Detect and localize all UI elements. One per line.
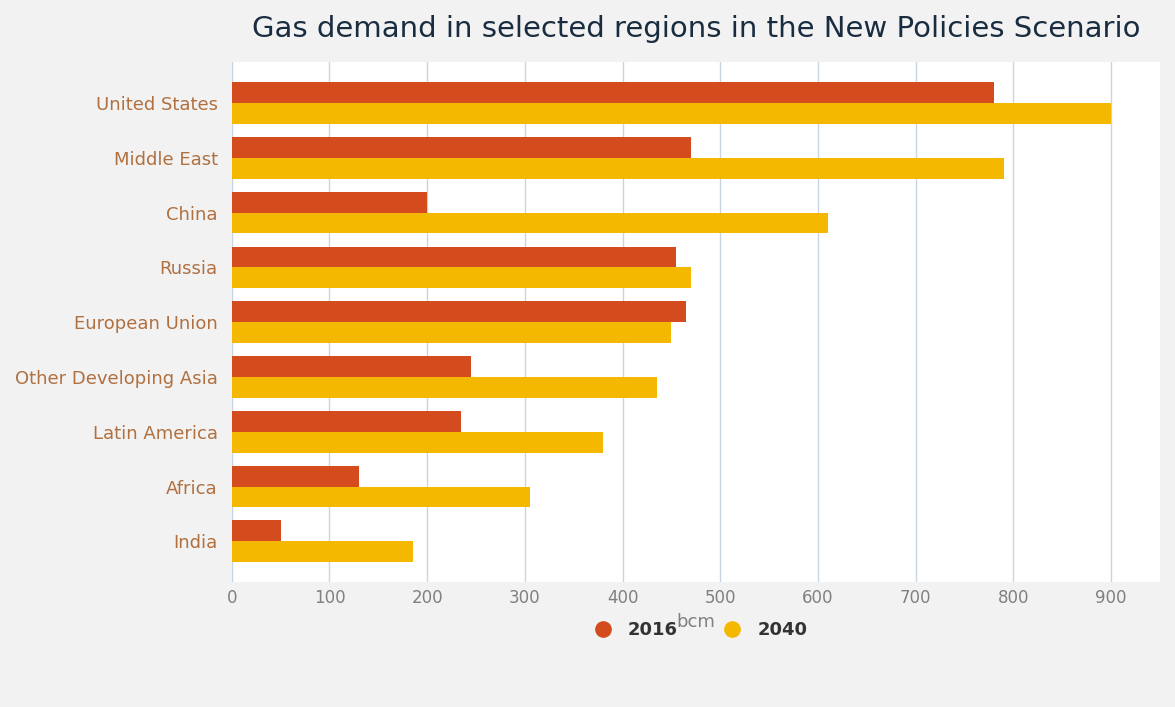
Bar xyxy=(231,82,994,103)
Title: Gas demand in selected regions in the New Policies Scenario: Gas demand in selected regions in the Ne… xyxy=(251,15,1140,43)
Bar xyxy=(231,377,657,398)
Bar xyxy=(231,356,471,377)
Bar xyxy=(231,137,691,158)
X-axis label: bcm: bcm xyxy=(677,613,716,631)
Bar xyxy=(231,322,671,343)
Legend: 2016, 2040: 2016, 2040 xyxy=(577,614,814,646)
Bar xyxy=(231,542,412,562)
Bar xyxy=(231,158,1003,179)
Bar xyxy=(231,247,677,267)
Bar xyxy=(231,192,428,213)
Bar xyxy=(231,466,358,486)
Bar xyxy=(231,432,603,452)
Bar xyxy=(231,486,530,508)
Bar xyxy=(231,411,462,432)
Bar xyxy=(231,213,828,233)
Bar xyxy=(231,301,686,322)
Bar xyxy=(231,267,691,288)
Bar xyxy=(231,520,281,542)
Bar xyxy=(231,103,1112,124)
